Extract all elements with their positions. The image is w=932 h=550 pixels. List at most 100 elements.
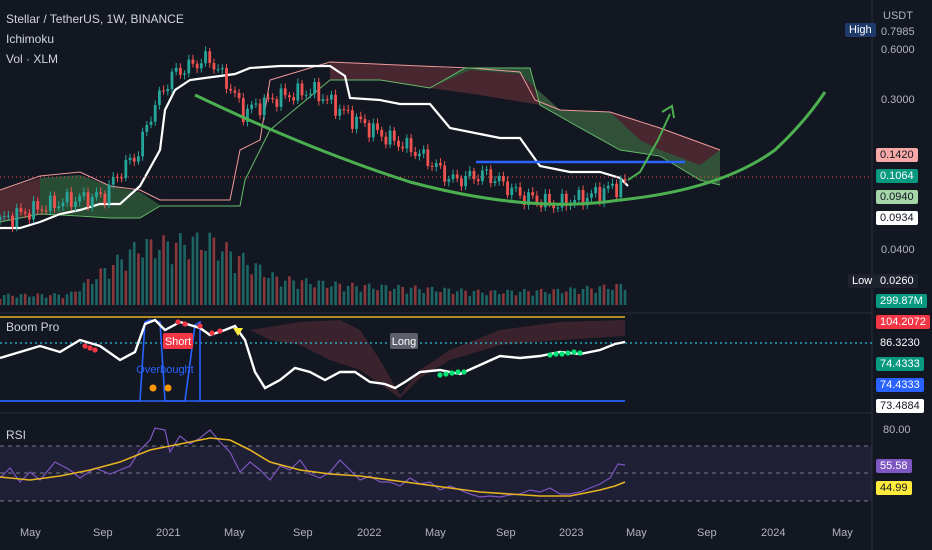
- volume-bar: [351, 282, 354, 305]
- candle-body: [132, 157, 136, 162]
- candle-body: [560, 193, 564, 208]
- candle-body: [246, 108, 249, 123]
- volume-bar: [2, 294, 6, 305]
- volume-bar: [493, 290, 497, 305]
- candle-body: [191, 59, 195, 64]
- volume-bar: [602, 284, 606, 305]
- volume-bar: [78, 291, 81, 305]
- rsi-pane-title[interactable]: RSI: [6, 428, 27, 442]
- volume-bar: [0, 298, 2, 305]
- candle-body: [36, 200, 40, 210]
- volume-bar: [65, 294, 69, 305]
- candle-body: [439, 163, 442, 166]
- volume-bar: [208, 232, 212, 305]
- boom-buy-dot: [461, 369, 467, 375]
- volume-bar: [283, 280, 287, 305]
- candle-body: [199, 63, 203, 69]
- volume-bar: [174, 242, 178, 305]
- candle-body: [32, 200, 35, 220]
- boom-signal-blue: [0, 319, 625, 402]
- volume-bar: [401, 286, 404, 305]
- boom-buy-dot: [559, 351, 565, 357]
- volume-bar: [149, 239, 153, 305]
- boom-sell-dot: [209, 330, 215, 336]
- candle-body: [355, 116, 358, 129]
- price-tick-030: 0.3000: [881, 94, 915, 106]
- volume-bar: [434, 291, 438, 305]
- candle-body: [422, 149, 426, 154]
- price-badge-close: 0.1064: [876, 169, 918, 183]
- volume-bar: [179, 233, 182, 305]
- volume-bar: [455, 291, 459, 305]
- boom-badge-4: 74.4333: [876, 378, 924, 392]
- candle-body: [145, 124, 149, 132]
- candle-body: [342, 108, 346, 110]
- volume-bar: [376, 290, 379, 305]
- candle-body: [380, 129, 384, 137]
- candle-body: [430, 165, 434, 167]
- candle-body: [317, 82, 321, 102]
- boom-pane-title[interactable]: Boom Pro: [6, 320, 60, 334]
- candle-body: [2, 216, 6, 218]
- volume-bar: [137, 253, 140, 305]
- volume-bar: [502, 293, 505, 305]
- volume-bar: [342, 291, 346, 305]
- candle-body: [367, 122, 371, 138]
- candle-body: [57, 206, 61, 209]
- volume-bar: [451, 293, 455, 305]
- volume-bar: [116, 254, 119, 305]
- candle-body: [195, 63, 199, 69]
- volume-bar: [317, 280, 321, 305]
- time-tick: May: [832, 527, 853, 539]
- candle-body: [350, 110, 354, 129]
- volume-bar: [128, 249, 132, 305]
- volume-bar: [615, 283, 618, 305]
- volume-bar: [70, 291, 73, 305]
- candle-body: [288, 95, 291, 98]
- candle-body: [128, 157, 132, 161]
- volume-bar: [279, 286, 283, 305]
- ichimoku-base-line: [0, 64, 629, 230]
- boom-sell-dot: [87, 345, 93, 351]
- volume-bar: [7, 293, 10, 305]
- candle-body: [384, 136, 388, 145]
- candle-body: [594, 187, 598, 194]
- candle-body: [346, 109, 350, 111]
- boom-pane[interactable]: Short Long Overbought: [0, 316, 872, 402]
- candle-body: [401, 146, 405, 149]
- candle-body: [225, 68, 228, 89]
- price-badge-base: 0.0934: [876, 211, 918, 225]
- boom-signal-dots: [82, 319, 583, 378]
- candle-body: [598, 187, 602, 203]
- volume-bar: [338, 283, 342, 305]
- candle-body: [485, 169, 488, 171]
- candle-body: [27, 213, 31, 220]
- candle-body: [124, 160, 128, 178]
- volume-bar: [548, 293, 551, 305]
- volume-bar: [518, 291, 522, 305]
- volume-bar: [569, 287, 572, 305]
- price-pane[interactable]: [0, 46, 872, 305]
- volume-label[interactable]: Vol · XLM: [6, 52, 59, 66]
- candle-body: [116, 177, 119, 179]
- candle-body: [623, 179, 627, 181]
- candle-body: [363, 119, 367, 123]
- boom-buy-dot: [553, 351, 559, 357]
- time-tick: 2021: [156, 527, 181, 539]
- rsi-pane[interactable]: [0, 427, 872, 502]
- volume-bar: [296, 288, 300, 305]
- ichimoku-label[interactable]: Ichimoku: [6, 32, 55, 46]
- volume-bar: [221, 251, 224, 305]
- cup-curve: [194, 91, 827, 206]
- candle-body: [300, 83, 304, 96]
- volume-bar: [464, 290, 467, 305]
- candle-body: [187, 59, 191, 74]
- time-tick: Sep: [93, 527, 113, 539]
- candle-body: [262, 97, 266, 116]
- volume-bar: [241, 252, 245, 305]
- candle-body: [120, 177, 124, 179]
- symbol-title[interactable]: Stellar / TetherUS, 1W, BINANCE: [6, 12, 184, 26]
- candle-body: [23, 211, 27, 214]
- candle-body: [447, 179, 451, 182]
